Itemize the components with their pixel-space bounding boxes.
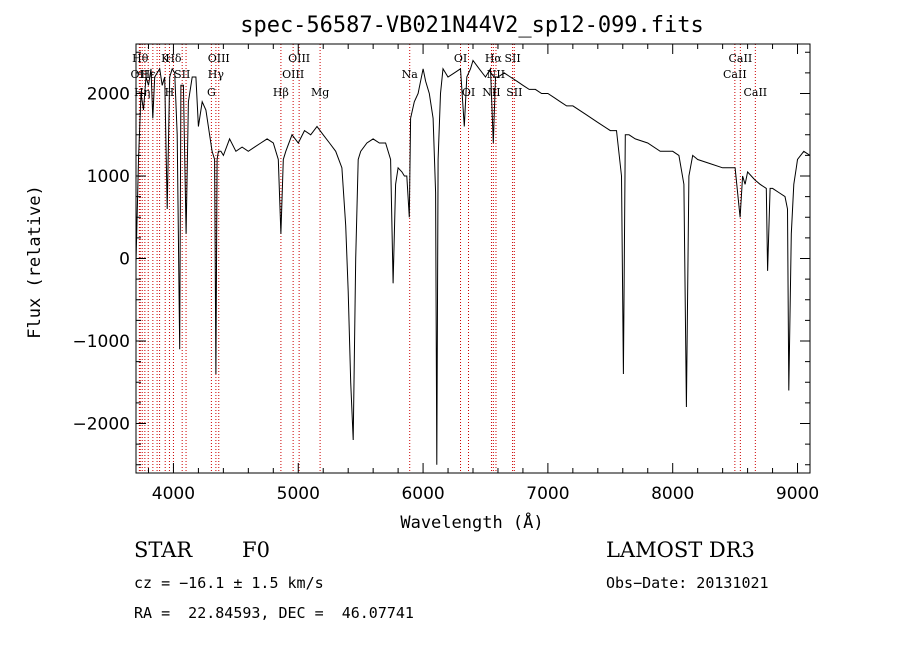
y-axis-label: Flux (relative): [25, 185, 45, 339]
y-tick-label-0: −2000: [72, 415, 130, 435]
line-label-24: Hα: [485, 52, 503, 65]
line-label-4: Hε: [141, 68, 157, 81]
y-axis-ticks: −2000 −1000 0 1000 2000: [72, 51, 810, 466]
spectrum-line: [135, 59, 811, 465]
line-label-27: SII: [506, 86, 522, 99]
line-label-10: Hδ: [165, 52, 182, 65]
line-label-11: SII: [174, 68, 190, 81]
x-tick-label-3: 7000: [526, 484, 569, 504]
redshift-velocity: cz = −16.1 ± 1.5 km/s: [134, 574, 324, 592]
line-label-16: Hβ: [273, 86, 289, 99]
plot-frame: [135, 43, 811, 474]
y-tick-label-2: 0: [119, 250, 130, 270]
line-label-13: G: [207, 86, 216, 99]
x-tick-label-1: 5000: [277, 484, 320, 504]
line-label-0: Hθ: [132, 52, 149, 65]
line-label-17: OIII: [282, 68, 304, 81]
spectral-line-labels: HθOIIHηHεKHHδSIIGHγOIIIHβOIIIOIIIMgNaOIO…: [131, 52, 768, 99]
line-label-19: Mg: [311, 86, 329, 99]
line-label-20: Na: [402, 68, 419, 81]
y-tick-label-4: 2000: [87, 85, 130, 105]
line-label-29: CaII: [729, 52, 753, 65]
x-axis-ticks: 4000 5000 6000 7000 8000 9000: [147, 44, 819, 504]
line-label-14: Hγ: [208, 68, 225, 81]
x-tick-label-2: 6000: [401, 484, 444, 504]
line-label-30: CaII: [743, 86, 767, 99]
x-tick-label-4: 8000: [651, 484, 694, 504]
x-axis-label: Wavelength (Å): [400, 511, 543, 533]
line-label-1: OII: [131, 68, 149, 81]
object-class: STAR: [134, 538, 193, 562]
line-label-28: CaII: [723, 68, 747, 81]
line-label-26: SII: [504, 52, 520, 65]
line-label-2: Hη: [134, 86, 150, 99]
x-tick-label-0: 4000: [152, 484, 195, 504]
chart-title: spec-56587-VB021N44V2_sp12-099.fits: [240, 13, 704, 38]
line-label-22: OI: [462, 86, 475, 99]
line-label-15: OIII: [208, 52, 230, 65]
observation-date: Obs−Date: 20131021: [606, 574, 769, 592]
survey-name: LAMOST DR3: [606, 538, 755, 562]
y-tick-label-1: −1000: [72, 332, 130, 352]
line-label-8: K: [161, 52, 170, 65]
line-label-21: OI: [454, 52, 467, 65]
coordinates: RA = 22.84593, DEC = 46.07741: [134, 604, 414, 622]
subclass: F0: [242, 538, 270, 562]
spectral-line-markers: [138, 44, 756, 473]
y-tick-label-3: 1000: [87, 167, 130, 187]
line-label-25: NII: [487, 68, 505, 81]
x-tick-label-5: 9000: [776, 484, 819, 504]
line-label-18: OIII: [288, 52, 310, 65]
